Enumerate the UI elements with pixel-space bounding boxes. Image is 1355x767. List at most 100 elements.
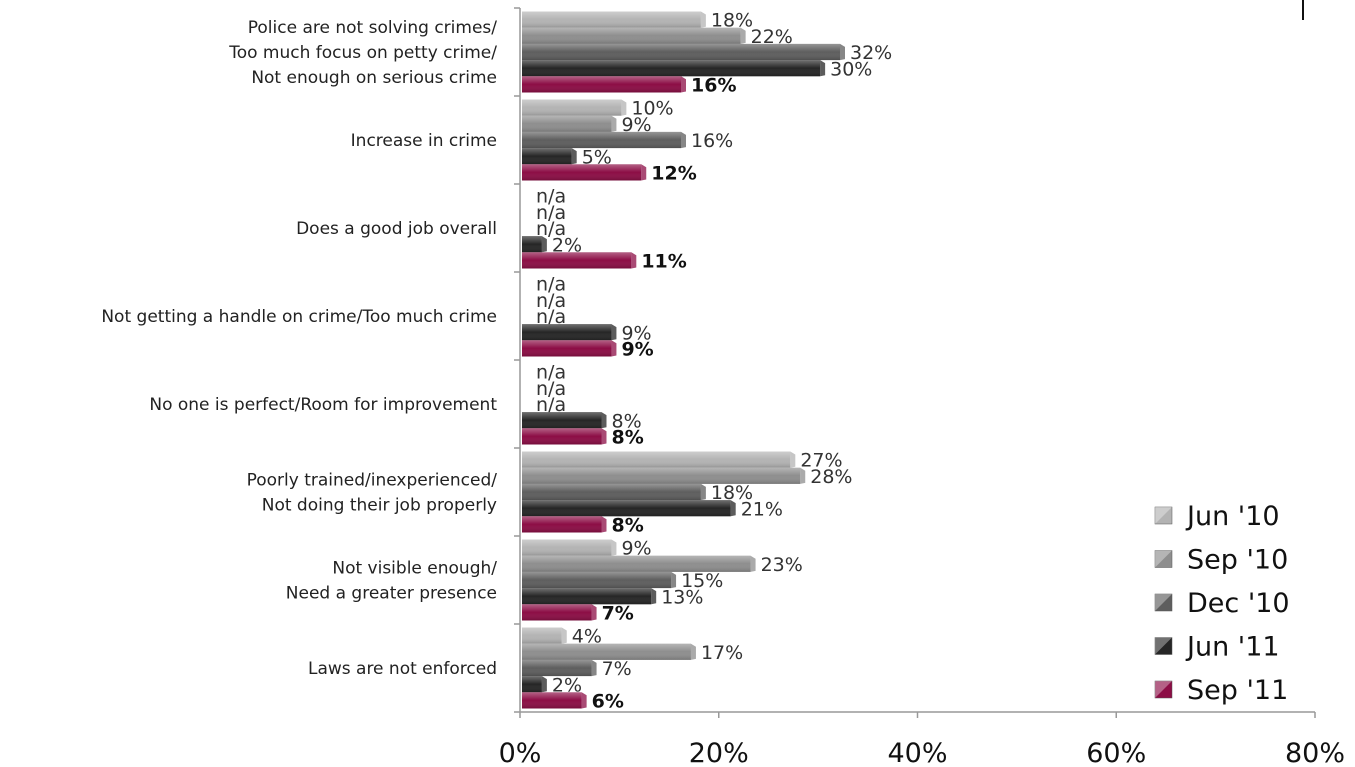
bar-shade bbox=[522, 11, 701, 28]
bar-edge bbox=[641, 164, 647, 181]
bar-shade bbox=[522, 467, 801, 484]
category-label: Not getting a handle on crime/Too much c… bbox=[101, 307, 497, 327]
x-tick-label: 80% bbox=[1285, 738, 1345, 767]
bar-shade bbox=[522, 76, 681, 93]
bar-edge bbox=[591, 604, 597, 621]
category-label: Not enough on serious crime bbox=[251, 68, 497, 88]
bar-edge bbox=[631, 252, 637, 269]
bar-edge bbox=[681, 76, 686, 93]
bar-shade bbox=[522, 627, 562, 644]
bar-shade bbox=[522, 428, 602, 445]
bar-edge bbox=[621, 99, 627, 116]
data-label: 15% bbox=[681, 570, 723, 592]
legend: Jun '10 Sep '10 Dec '10 Jun '11 Sep '11 bbox=[1154, 501, 1290, 706]
legend-swatch bbox=[1154, 637, 1173, 655]
data-label: 17% bbox=[701, 642, 743, 664]
legend-swatch-highlight bbox=[1155, 681, 1172, 698]
legend-swatch-highlight bbox=[1155, 594, 1172, 611]
data-label: 8% bbox=[612, 410, 642, 432]
legend-swatch bbox=[1154, 680, 1173, 699]
data-label: 8% bbox=[612, 427, 644, 449]
data-label: 9% bbox=[621, 114, 651, 136]
data-label: 2% bbox=[552, 674, 582, 696]
data-label: 7% bbox=[602, 603, 634, 625]
bar-shade bbox=[522, 412, 602, 429]
data-label: 16% bbox=[691, 130, 733, 152]
bar-edge bbox=[611, 324, 617, 341]
category-label: No one is perfect/Room for improvement bbox=[149, 395, 497, 415]
bar-edge bbox=[561, 627, 567, 644]
bar-shade bbox=[522, 659, 592, 677]
bar-edge bbox=[591, 659, 597, 677]
bar-edge bbox=[601, 412, 607, 429]
data-label: n/a bbox=[536, 218, 566, 240]
data-label: 4% bbox=[572, 626, 602, 648]
data-label: 6% bbox=[592, 691, 624, 713]
legend-swatch-highlight bbox=[1155, 507, 1172, 524]
category-label: Police are not solving crimes/ bbox=[248, 18, 498, 38]
bar-shade bbox=[522, 148, 572, 165]
legend-label: Dec '10 bbox=[1187, 588, 1290, 619]
data-label: n/a bbox=[536, 306, 566, 328]
bar-edge bbox=[700, 483, 706, 501]
bar-edge bbox=[611, 115, 617, 132]
bar-shade bbox=[522, 500, 731, 517]
data-label: 9% bbox=[621, 339, 653, 361]
bar-edge bbox=[790, 451, 796, 468]
data-label: n/a bbox=[536, 186, 566, 208]
bar-shade bbox=[522, 99, 622, 116]
bar-edge bbox=[611, 539, 617, 556]
category-label: Laws are not enforced bbox=[308, 659, 497, 679]
bar-edge bbox=[601, 516, 607, 533]
bar-edge bbox=[840, 43, 845, 61]
data-label: 16% bbox=[691, 75, 736, 97]
bar-shade bbox=[522, 60, 821, 77]
data-label: 12% bbox=[651, 163, 696, 185]
bar-edge bbox=[671, 571, 677, 589]
category-label: Need a greater presence bbox=[286, 584, 497, 604]
bar-shade bbox=[522, 604, 592, 621]
data-label: 9% bbox=[621, 322, 651, 344]
bar-edge bbox=[541, 676, 547, 693]
x-tick-label: 0% bbox=[499, 738, 542, 767]
bar-edge bbox=[730, 500, 736, 517]
bar-edge bbox=[611, 340, 617, 357]
bars-layer: 18%10%n/an/an/a27%9%4%22%9%n/an/an/a28%2… bbox=[522, 10, 892, 713]
bar-shade bbox=[522, 555, 751, 572]
bar-shade bbox=[522, 451, 791, 468]
category-label: Poorly trained/inexperienced/ bbox=[247, 471, 498, 491]
bar-shade bbox=[522, 43, 840, 61]
bar-edge bbox=[820, 60, 826, 77]
bar-shade bbox=[522, 676, 542, 693]
data-label: 22% bbox=[751, 26, 793, 48]
bar-shade bbox=[522, 27, 741, 44]
data-label: 8% bbox=[612, 515, 644, 537]
bar-shade bbox=[522, 115, 612, 132]
data-label: n/a bbox=[536, 274, 566, 296]
bar-edge bbox=[740, 27, 746, 44]
bar-edge bbox=[700, 11, 706, 28]
data-label: 27% bbox=[800, 450, 842, 472]
bar-edge bbox=[581, 692, 587, 709]
legend-label: Sep '10 bbox=[1187, 545, 1288, 576]
legend-swatch bbox=[1154, 506, 1173, 525]
x-tick-label: 20% bbox=[689, 738, 749, 767]
legend-swatch bbox=[1154, 550, 1173, 568]
bar-edge bbox=[571, 148, 577, 165]
category-label: Does a good job overall bbox=[296, 219, 497, 239]
data-label: 21% bbox=[741, 498, 783, 520]
bar-shade bbox=[522, 588, 652, 605]
bar-edge bbox=[681, 131, 686, 149]
bar-shade bbox=[522, 571, 672, 589]
bar-edge bbox=[750, 555, 756, 572]
data-label: 18% bbox=[711, 10, 753, 32]
bar-shade bbox=[522, 539, 612, 556]
data-label: n/a bbox=[536, 394, 566, 416]
data-label: 10% bbox=[631, 98, 673, 120]
bar-edge bbox=[541, 236, 547, 253]
legend-swatch-highlight bbox=[1155, 637, 1172, 655]
bar-shade bbox=[522, 692, 582, 709]
data-label: n/a bbox=[536, 362, 566, 384]
bar-shade bbox=[522, 483, 701, 501]
